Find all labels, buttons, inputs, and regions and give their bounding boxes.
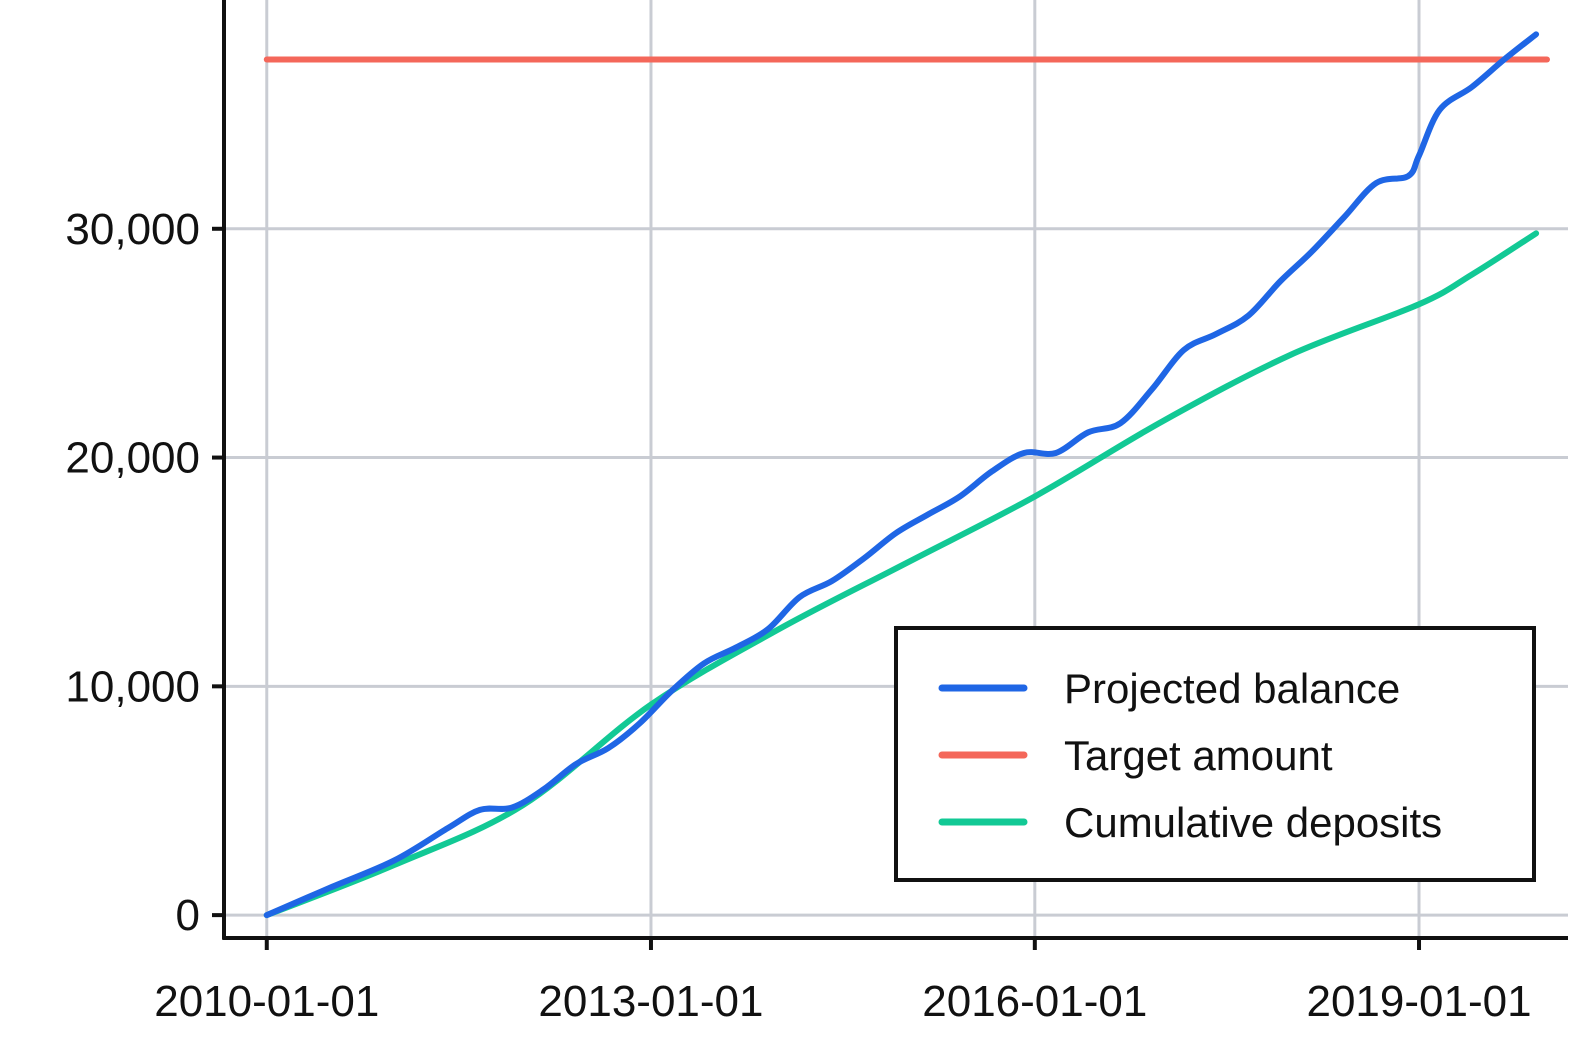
legend-label-target-amount: Target amount	[1064, 732, 1333, 779]
tick-labels: 2010-01-01 2013-01-01 2016-01-01 2019-01-01…	[65, 205, 1531, 1026]
y-tick-label-1: 10,000	[65, 662, 200, 711]
series-line-cumulative-deposits	[263, 230, 1540, 919]
x-tick-label-2: 2016-01-01	[922, 977, 1147, 1026]
series-line-projected-balance	[263, 31, 1540, 919]
y-tick-label-3: 30,000	[65, 205, 200, 254]
legend: Projected balance Target amount Cumulative…	[894, 626, 1536, 882]
y-tick-label-2: 20,000	[65, 434, 200, 483]
x-tick-label-1: 2013-01-01	[538, 977, 763, 1026]
legend-label-cumulative-deposits: Cumulative deposits	[1064, 799, 1442, 846]
x-tick-label-3: 2019-01-01	[1306, 977, 1531, 1026]
legend-label-projected-balance: Projected balance	[1064, 665, 1400, 712]
y-tick-label-0: 0	[176, 891, 200, 940]
series-lines	[263, 31, 1550, 919]
x-tick-label-0: 2010-01-01	[154, 977, 379, 1026]
axes	[212, 0, 1568, 950]
